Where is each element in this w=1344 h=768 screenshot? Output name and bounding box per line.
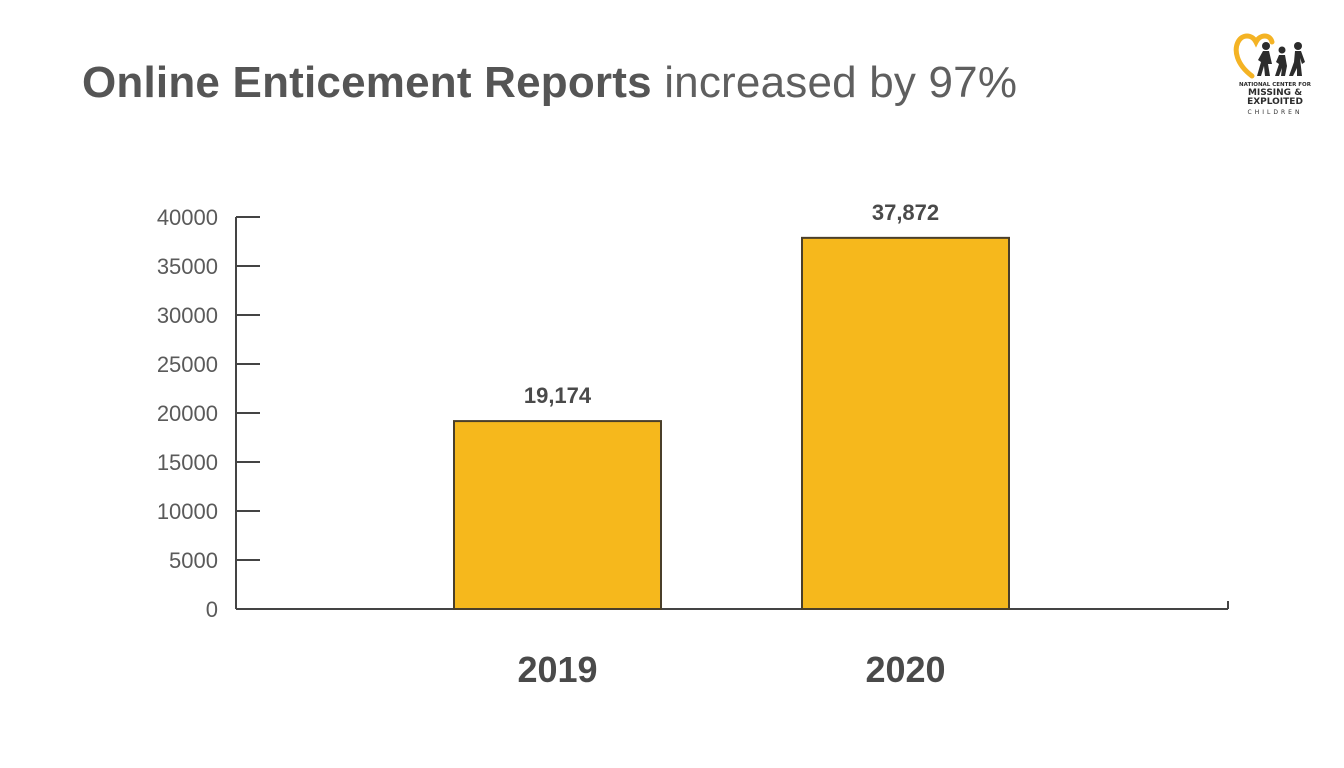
y-tick-label: 10000: [157, 499, 218, 524]
category-label-2020: 2020: [865, 649, 945, 690]
y-tick-label: 0: [206, 597, 218, 622]
y-tick-label: 20000: [157, 401, 218, 426]
heart-family-icon: [1233, 33, 1305, 79]
bar-2020: [801, 236, 1010, 610]
y-tick-label: 40000: [157, 205, 218, 230]
category-label-2019: 2019: [517, 649, 597, 690]
logo-line1: NATIONAL CENTER FOR: [1239, 82, 1311, 88]
data-label-2019: 19,174: [524, 383, 592, 408]
logo-line2a: MISSING &: [1247, 88, 1303, 98]
logo-line3: CHILDREN: [1247, 109, 1303, 116]
logo-line2b: EXPLOITED: [1247, 97, 1303, 107]
title-light-part: increased by 97%: [664, 58, 1018, 107]
y-tick-label: 15000: [157, 450, 218, 475]
title-bold-part: Online Enticement Reports: [82, 58, 652, 107]
ncmec-logo: NATIONAL CENTER FOR MISSING & EXPLOITED …: [1230, 30, 1320, 126]
logo-line2: MISSING & EXPLOITED: [1230, 89, 1320, 107]
y-tick-label: 25000: [157, 352, 218, 377]
y-tick-label: 35000: [157, 254, 218, 279]
bar-2019: [453, 420, 662, 610]
data-label-2020: 37,872: [872, 200, 939, 225]
y-tick-label: 30000: [157, 303, 218, 328]
chart-title: Online Enticement Reports increased by 9…: [82, 58, 1017, 108]
y-tick-label: 5000: [169, 548, 218, 573]
